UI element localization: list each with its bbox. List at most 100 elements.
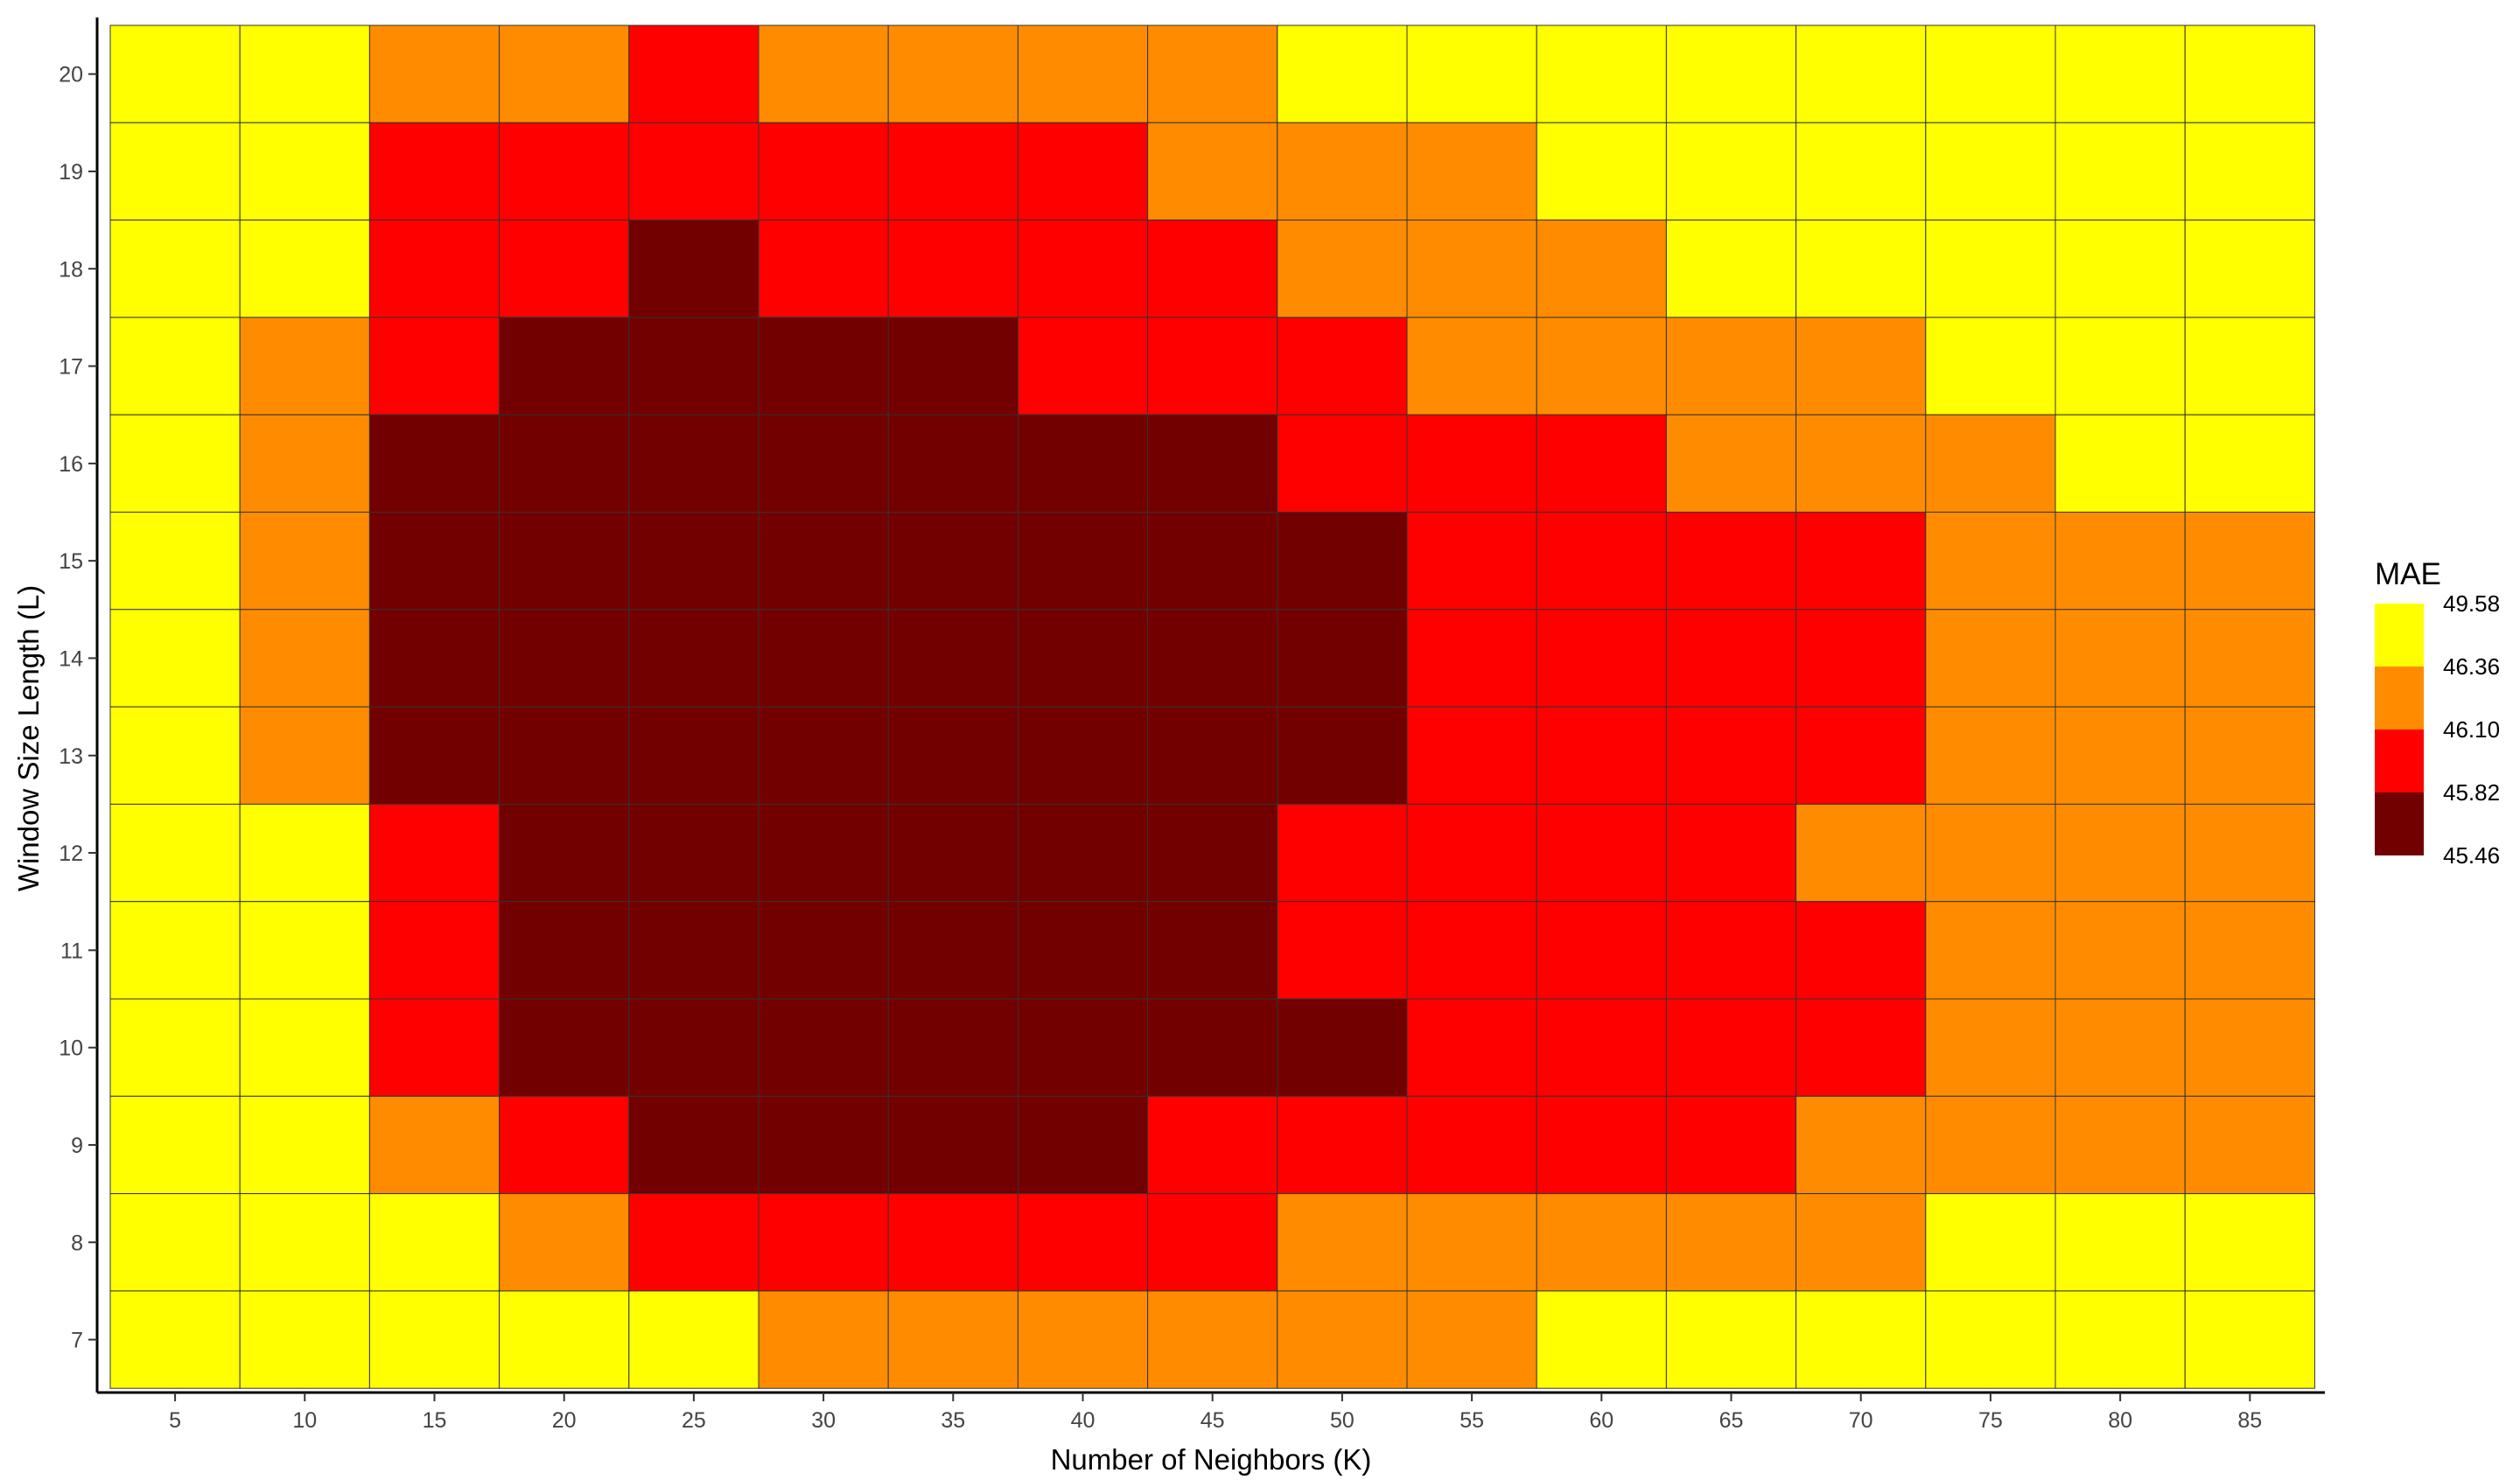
heatmap-cell-k85-l14 [2184,609,2315,708]
x-tick-label: 50 [1330,1408,1354,1433]
heatmap-cell-k60-l14 [1536,609,1667,708]
heatmap-cell-k75-l14 [1925,609,2056,708]
heatmap-cell-k75-l15 [1925,512,2056,611]
heatmap-cell-k50-l14 [1277,609,1408,708]
heatmap-cell-k5-l16 [109,414,241,513]
heatmap-cell-k65-l11 [1665,901,1797,1000]
legend-label: 46.36 [2443,653,2500,680]
heatmap-cell-k10-l19 [239,122,370,221]
x-tick-label: 45 [1200,1408,1225,1433]
x-tick-label: 55 [1460,1408,1484,1433]
heatmap-cell-k10-l20 [239,24,370,123]
x-tick-label: 10 [292,1408,317,1433]
heatmap-cell-k40-l20 [1017,24,1149,123]
heatmap-cell-k35-l7 [887,1290,1018,1389]
x-tick-label: 35 [941,1408,965,1433]
heatmap-cell-k45-l7 [1147,1290,1278,1389]
heatmap-cell-k80-l15 [2054,512,2186,611]
heatmap-cell-k75-l9 [1925,1095,2056,1195]
legend: MAE 49.58 46.36 46.10 45.82 45.46 [2375,557,2500,869]
heatmap-cell-k10-l13 [239,706,370,805]
heatmap-cell-k25-l12 [628,803,760,903]
heatmap-cell-k30-l14 [758,609,889,708]
heatmap-cell-k30-l8 [758,1193,889,1292]
heatmap-cell-k25-l8 [628,1193,760,1292]
heatmap-cell-k5-l19 [109,122,241,221]
heatmap-cell-k80-l10 [2054,998,2186,1097]
heatmap-cell-k50-l16 [1277,414,1408,513]
heatmap-cell-k60-l18 [1536,220,1667,318]
heatmap-cell-k35-l18 [887,220,1018,318]
heatmap-cell-k10-l16 [239,414,370,513]
heatmap-cell-k65-l9 [1665,1095,1797,1195]
heatmap-cell-k80-l16 [2054,414,2186,513]
y-tick-label: 20 [59,63,83,87]
heatmap-cell-k35-l10 [887,998,1018,1097]
heatmap-cell-k50-l13 [1277,706,1408,805]
heatmap-cell-k50-l10 [1277,998,1408,1097]
heatmap-cell-k65-l19 [1665,122,1797,221]
heatmap-cell-k50-l11 [1277,901,1408,1000]
heatmap-cell-k40-l8 [1017,1193,1149,1292]
legend-swatch [2375,604,2424,667]
heatmap-cell-k85-l7 [2184,1290,2315,1389]
heatmap-cell-k50-l8 [1277,1193,1408,1292]
heatmap-cell-k15-l11 [368,901,500,1000]
heatmap-cell-k50-l17 [1277,317,1408,415]
heatmap-cell-k45-l16 [1147,414,1278,513]
heatmap-cell-k30-l15 [758,512,889,611]
heatmap-cell-k65-l15 [1665,512,1797,611]
x-tick-label: 15 [423,1408,447,1433]
y-tick-label: 18 [59,257,83,282]
heatmap-cell-k5-l13 [109,706,241,805]
heatmap-cell-k5-l9 [109,1095,241,1195]
heatmap-cell-k75-l8 [1925,1193,2056,1292]
heatmap-cell-k85-l10 [2184,998,2315,1097]
heatmap-cell-k85-l16 [2184,414,2315,513]
heatmap-cell-k10-l15 [239,512,370,611]
heatmap-cell-k70-l20 [1796,24,1927,123]
heatmap-cell-k25-l20 [628,24,760,123]
heatmap-cell-k80-l14 [2054,609,2186,708]
x-tick-label: 30 [811,1408,836,1433]
heatmap-cell-k30-l13 [758,706,889,805]
heatmap-cell-k50-l12 [1277,803,1408,903]
heatmap-cell-k85-l12 [2184,803,2315,903]
heatmap-cell-k15-l8 [368,1193,500,1292]
heatmap-cell-k20-l20 [499,24,630,123]
y-tick-label: 19 [59,160,83,185]
heatmap-cell-k70-l10 [1796,998,1927,1097]
heatmap-cell-k10-l9 [239,1095,370,1195]
heatmap-cell-k85-l11 [2184,901,2315,1000]
heatmap-cell-k20-l9 [499,1095,630,1195]
y-tick-label: 17 [59,355,83,380]
y-tick-label: 16 [59,452,83,477]
heatmap-cell-k30-l9 [758,1095,889,1195]
heatmap-cell-k25-l11 [628,901,760,1000]
heatmap-cell-k65-l18 [1665,220,1797,318]
heatmap-cell-k45-l10 [1147,998,1278,1097]
heatmap-cell-k75-l10 [1925,998,2056,1097]
y-tick-label: 10 [59,1037,83,1061]
heatmap-cell-k35-l9 [887,1095,1018,1195]
x-axis-ticks: 5 10 15 20 25 30 35 40 45 50 55 60 65 70 75 80 85 [169,1393,2262,1433]
heatmap-cell-k70-l16 [1796,414,1927,513]
heatmap-cell-k15-l15 [368,512,500,611]
heatmap-cell-k65-l7 [1665,1290,1797,1389]
heatmap-cell-k20-l19 [499,122,630,221]
heatmap-cell-k10-l8 [239,1193,370,1292]
heatmap-cell-k35-l16 [887,414,1018,513]
heatmap-cell-k30-l16 [758,414,889,513]
heatmap-cell-k15-l13 [368,706,500,805]
heatmap-cell-k80-l12 [2054,803,2186,903]
heatmap-cell-k10-l14 [239,609,370,708]
heatmap-cell-k30-l18 [758,220,889,318]
heatmap-cell-k40-l18 [1017,220,1149,318]
heatmap-cell-k35-l20 [887,24,1018,123]
heatmap-cell-k5-l17 [109,317,241,415]
heatmap-cell-k50-l20 [1277,24,1408,123]
heatmap-cell-k20-l15 [499,512,630,611]
heatmap-cell-k70-l14 [1796,609,1927,708]
heatmap-cell-k50-l15 [1277,512,1408,611]
axes [95,17,2325,1394]
